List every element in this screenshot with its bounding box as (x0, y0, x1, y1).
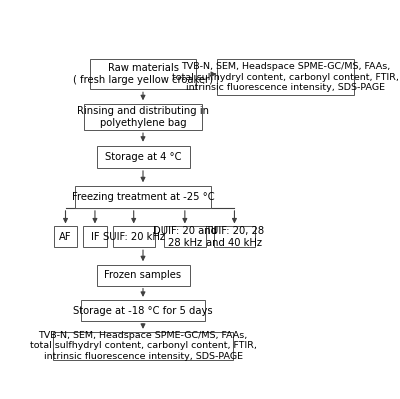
Text: SUIF: 20 kHz: SUIF: 20 kHz (103, 232, 165, 242)
FancyBboxPatch shape (84, 104, 202, 130)
FancyBboxPatch shape (54, 226, 77, 247)
Text: TUIF: 20, 28
and 40 kHz: TUIF: 20, 28 and 40 kHz (205, 226, 264, 248)
FancyBboxPatch shape (83, 226, 106, 247)
FancyBboxPatch shape (75, 186, 211, 208)
Text: Raw materials
( fresh large yellow croaker): Raw materials ( fresh large yellow croak… (73, 63, 213, 85)
Text: Frozen samples: Frozen samples (104, 270, 182, 280)
Text: DUIF: 20 and
28 kHz: DUIF: 20 and 28 kHz (153, 226, 217, 248)
FancyBboxPatch shape (53, 332, 233, 360)
Text: Freezing treatment at -25 °C: Freezing treatment at -25 °C (72, 192, 214, 202)
Text: AF: AF (59, 232, 72, 242)
Text: TVB-N, SEM, Headspace SPME-GC/MS, FAAs,
total sulfhydryl content, carbonyl conte: TVB-N, SEM, Headspace SPME-GC/MS, FAAs, … (172, 62, 399, 92)
FancyBboxPatch shape (214, 226, 255, 247)
FancyBboxPatch shape (96, 265, 190, 286)
Text: Storage at 4 °C: Storage at 4 °C (105, 152, 181, 162)
FancyBboxPatch shape (113, 226, 155, 247)
Text: Rinsing and distributing in
polyethylene bag: Rinsing and distributing in polyethylene… (77, 106, 209, 128)
FancyBboxPatch shape (164, 226, 206, 247)
FancyBboxPatch shape (81, 300, 205, 321)
Text: TVB-N, SEM, Headspace SPME-GC/MS, FAAs,
total sulfhydryl content, carbonyl conte: TVB-N, SEM, Headspace SPME-GC/MS, FAAs, … (30, 331, 256, 361)
Text: Storage at -18 °C for 5 days: Storage at -18 °C for 5 days (73, 306, 213, 316)
FancyBboxPatch shape (96, 146, 190, 168)
Text: IF: IF (91, 232, 99, 242)
FancyBboxPatch shape (90, 59, 196, 89)
FancyBboxPatch shape (218, 59, 354, 95)
